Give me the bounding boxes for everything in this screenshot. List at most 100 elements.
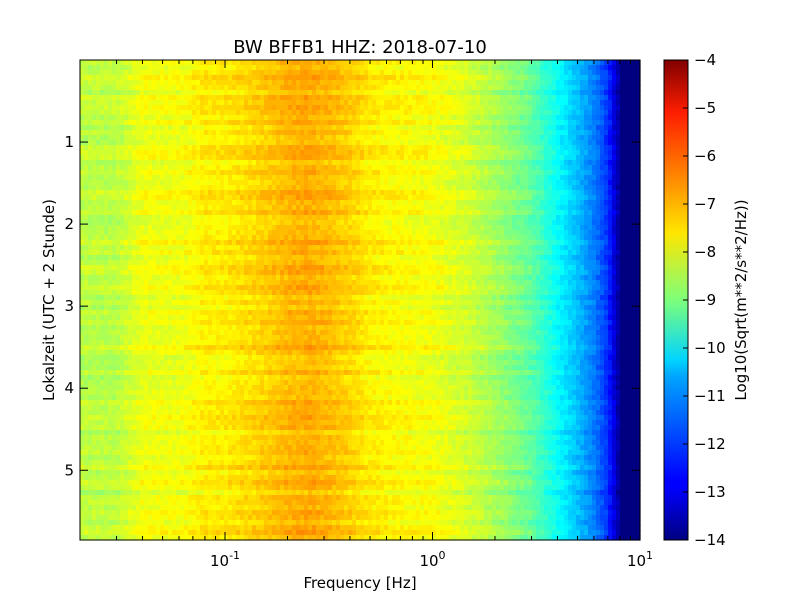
heatmap-cell: [360, 85, 365, 91]
heatmap-cell: [108, 90, 113, 96]
heatmap-cell: [104, 170, 109, 176]
heatmap-cell: [524, 200, 529, 206]
heatmap-cell: [280, 200, 285, 206]
heatmap-cell: [192, 165, 197, 171]
heatmap-cell: [604, 230, 609, 236]
heatmap-cell: [276, 100, 281, 106]
heatmap-cell: [476, 200, 481, 206]
heatmap-cell: [496, 145, 501, 151]
heatmap-cell: [496, 140, 501, 146]
heatmap-cell: [580, 200, 585, 206]
heatmap-cell: [476, 225, 481, 231]
heatmap-cell: [180, 160, 185, 166]
heatmap-cell: [212, 140, 217, 146]
heatmap-cell: [588, 130, 593, 136]
heatmap-cell: [636, 105, 641, 111]
heatmap-cell: [564, 70, 569, 76]
heatmap-cell: [600, 115, 605, 121]
heatmap-cell: [488, 120, 493, 126]
heatmap-cell: [80, 70, 85, 76]
heatmap-cell: [368, 200, 373, 206]
heatmap-cell: [216, 200, 221, 206]
heatmap-cell: [188, 145, 193, 151]
heatmap-cell: [188, 180, 193, 186]
heatmap-cell: [336, 60, 341, 66]
heatmap-cell: [456, 180, 461, 186]
heatmap-cell: [580, 95, 585, 101]
heatmap-cell: [320, 60, 325, 66]
heatmap-cell: [248, 105, 253, 111]
heatmap-cell: [508, 90, 513, 96]
heatmap-cell: [276, 130, 281, 136]
heatmap-cell: [212, 200, 217, 206]
heatmap-cell: [216, 120, 221, 126]
heatmap-cell: [624, 205, 629, 211]
heatmap-cell: [216, 230, 221, 236]
heatmap-cell: [448, 220, 453, 226]
heatmap-cell: [236, 70, 241, 76]
heatmap-cell: [120, 90, 125, 96]
heatmap-cell: [152, 220, 157, 226]
heatmap-cell: [236, 100, 241, 106]
heatmap-cell: [564, 115, 569, 121]
heatmap-cell: [276, 140, 281, 146]
heatmap-cell: [240, 65, 245, 71]
heatmap-cell: [128, 140, 133, 146]
heatmap-cell: [604, 150, 609, 156]
heatmap-cell: [580, 185, 585, 191]
heatmap-cell: [444, 125, 449, 131]
heatmap-cell: [212, 170, 217, 176]
heatmap-cell: [176, 160, 181, 166]
heatmap-cell: [376, 110, 381, 116]
heatmap-cell: [400, 140, 405, 146]
heatmap-cell: [440, 75, 445, 81]
heatmap-cell: [584, 165, 589, 171]
heatmap-cell: [96, 160, 101, 166]
heatmap-cell: [240, 190, 245, 196]
heatmap-cell: [468, 200, 473, 206]
heatmap-cell: [408, 105, 413, 111]
heatmap-cell: [620, 215, 625, 221]
heatmap-cell: [520, 70, 525, 76]
heatmap-cell: [92, 95, 97, 101]
heatmap-cell: [320, 125, 325, 131]
heatmap-cell: [212, 135, 217, 141]
heatmap-cell: [528, 220, 533, 226]
heatmap-cell: [240, 155, 245, 161]
heatmap-cell: [88, 185, 93, 191]
heatmap-cell: [108, 115, 113, 121]
heatmap-cell: [420, 165, 425, 171]
heatmap-cell: [384, 210, 389, 216]
heatmap-cell: [444, 150, 449, 156]
heatmap-cell: [196, 125, 201, 131]
heatmap-cell: [252, 225, 257, 231]
heatmap-cell: [244, 210, 249, 216]
heatmap-cell: [296, 220, 301, 226]
heatmap-cell: [336, 160, 341, 166]
heatmap-cell: [584, 75, 589, 81]
heatmap-cell: [208, 135, 213, 141]
heatmap-cell: [524, 80, 529, 86]
heatmap-cell: [576, 225, 581, 231]
heatmap-cell: [488, 205, 493, 211]
heatmap-cell: [184, 120, 189, 126]
heatmap-cell: [476, 100, 481, 106]
heatmap-cell: [184, 100, 189, 106]
heatmap-cell: [540, 140, 545, 146]
heatmap-cell: [588, 75, 593, 81]
heatmap-cell: [256, 235, 261, 241]
heatmap-cell: [396, 160, 401, 166]
heatmap-cell: [124, 205, 129, 211]
heatmap-cell: [564, 130, 569, 136]
heatmap-cell: [504, 140, 509, 146]
heatmap-cell: [440, 155, 445, 161]
heatmap-cell: [428, 170, 433, 176]
heatmap-cell: [364, 120, 369, 126]
heatmap-cell: [440, 65, 445, 71]
heatmap-cell: [268, 90, 273, 96]
heatmap-cell: [620, 75, 625, 81]
heatmap-cell: [512, 70, 517, 76]
heatmap-cell: [568, 205, 573, 211]
heatmap-cell: [544, 140, 549, 146]
heatmap-cell: [444, 85, 449, 91]
